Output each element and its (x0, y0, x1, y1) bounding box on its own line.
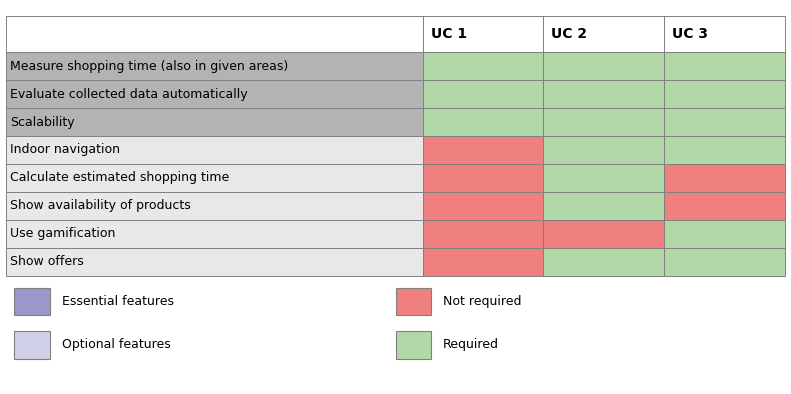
Bar (664, 80, 785, 108)
Bar (543, 80, 664, 108)
Bar (664, 52, 785, 80)
Bar (14, 331, 50, 359)
Bar (543, 220, 664, 248)
Bar (664, 248, 785, 276)
Bar (14, 288, 50, 315)
Text: Scalability: Scalability (10, 115, 75, 128)
Bar (6, 80, 422, 108)
Bar (422, 16, 543, 52)
Bar (6, 164, 422, 192)
Bar (6, 108, 422, 136)
Text: Not required: Not required (443, 295, 521, 308)
Bar (6, 192, 422, 220)
Text: UC 3: UC 3 (672, 27, 708, 41)
Bar (664, 136, 785, 164)
Bar (543, 192, 664, 220)
Bar (422, 192, 543, 220)
Bar (543, 248, 664, 276)
Text: Indoor navigation: Indoor navigation (10, 143, 120, 156)
Bar (422, 248, 543, 276)
Bar (664, 16, 785, 52)
Bar (543, 164, 664, 192)
Bar (422, 108, 543, 136)
Text: Essential features: Essential features (62, 295, 174, 308)
Text: Use gamification: Use gamification (10, 227, 115, 240)
Bar (543, 136, 664, 164)
Text: Evaluate collected data automatically: Evaluate collected data automatically (10, 87, 248, 100)
Bar (6, 52, 422, 80)
Bar (396, 288, 431, 315)
Bar (543, 16, 664, 52)
Bar (6, 136, 422, 164)
Bar (543, 108, 664, 136)
Text: Show availability of products: Show availability of products (10, 199, 191, 212)
Bar (664, 192, 785, 220)
Bar (664, 164, 785, 192)
Text: UC 2: UC 2 (551, 27, 588, 41)
Bar (543, 52, 664, 80)
Text: Show offers: Show offers (10, 255, 84, 268)
Text: UC 1: UC 1 (430, 27, 467, 41)
Text: Measure shopping time (also in given areas): Measure shopping time (also in given are… (10, 59, 289, 72)
Bar (664, 108, 785, 136)
Bar (422, 52, 543, 80)
Bar (422, 136, 543, 164)
Bar (422, 164, 543, 192)
Bar (6, 248, 422, 276)
Bar (664, 220, 785, 248)
Bar (422, 80, 543, 108)
Text: Required: Required (443, 338, 499, 351)
Bar (6, 220, 422, 248)
Bar (422, 220, 543, 248)
Bar (6, 16, 422, 52)
Text: Optional features: Optional features (62, 338, 170, 351)
Bar (396, 331, 431, 359)
Text: Calculate estimated shopping time: Calculate estimated shopping time (10, 171, 229, 184)
